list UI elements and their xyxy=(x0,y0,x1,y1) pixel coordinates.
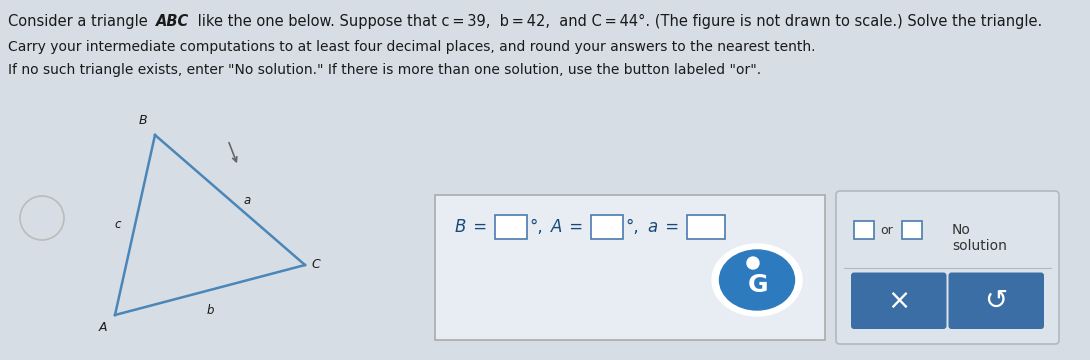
Text: a: a xyxy=(647,218,657,236)
Text: solution: solution xyxy=(952,239,1007,253)
Text: G: G xyxy=(748,273,768,297)
Circle shape xyxy=(747,257,759,269)
Text: Consider a triangle: Consider a triangle xyxy=(8,14,153,29)
FancyBboxPatch shape xyxy=(948,273,1044,329)
FancyBboxPatch shape xyxy=(435,195,825,340)
Text: B: B xyxy=(138,114,147,127)
Text: °,: °, xyxy=(529,218,543,236)
Text: or: or xyxy=(880,224,893,237)
Text: c: c xyxy=(114,219,121,231)
Ellipse shape xyxy=(712,244,802,316)
Ellipse shape xyxy=(719,250,795,310)
FancyBboxPatch shape xyxy=(851,273,946,329)
Text: Carry your intermediate computations to at least four decimal places, and round : Carry your intermediate computations to … xyxy=(8,40,815,54)
Text: =: = xyxy=(661,218,685,236)
FancyBboxPatch shape xyxy=(495,215,526,239)
Text: A: A xyxy=(552,218,562,236)
FancyBboxPatch shape xyxy=(836,191,1059,344)
Text: =: = xyxy=(468,218,493,236)
FancyBboxPatch shape xyxy=(903,221,922,239)
Text: like the one below. Suppose that c = 39,  b = 42,  and C = 44°. (The figure is n: like the one below. Suppose that c = 39,… xyxy=(193,14,1042,29)
Text: b: b xyxy=(206,304,214,317)
Text: a: a xyxy=(244,194,252,207)
Text: °,: °, xyxy=(625,218,639,236)
Text: ×: × xyxy=(887,287,910,315)
Text: =: = xyxy=(564,218,589,236)
FancyBboxPatch shape xyxy=(591,215,623,239)
Text: ↺: ↺ xyxy=(984,287,1008,315)
Text: A: A xyxy=(98,321,107,334)
Text: ABC: ABC xyxy=(156,14,190,29)
Text: If no such triangle exists, enter "No solution." If there is more than one solut: If no such triangle exists, enter "No so… xyxy=(8,63,761,77)
FancyBboxPatch shape xyxy=(687,215,725,239)
Text: No: No xyxy=(952,223,971,237)
Text: C: C xyxy=(311,258,319,271)
Text: B: B xyxy=(455,218,467,236)
FancyBboxPatch shape xyxy=(853,221,874,239)
